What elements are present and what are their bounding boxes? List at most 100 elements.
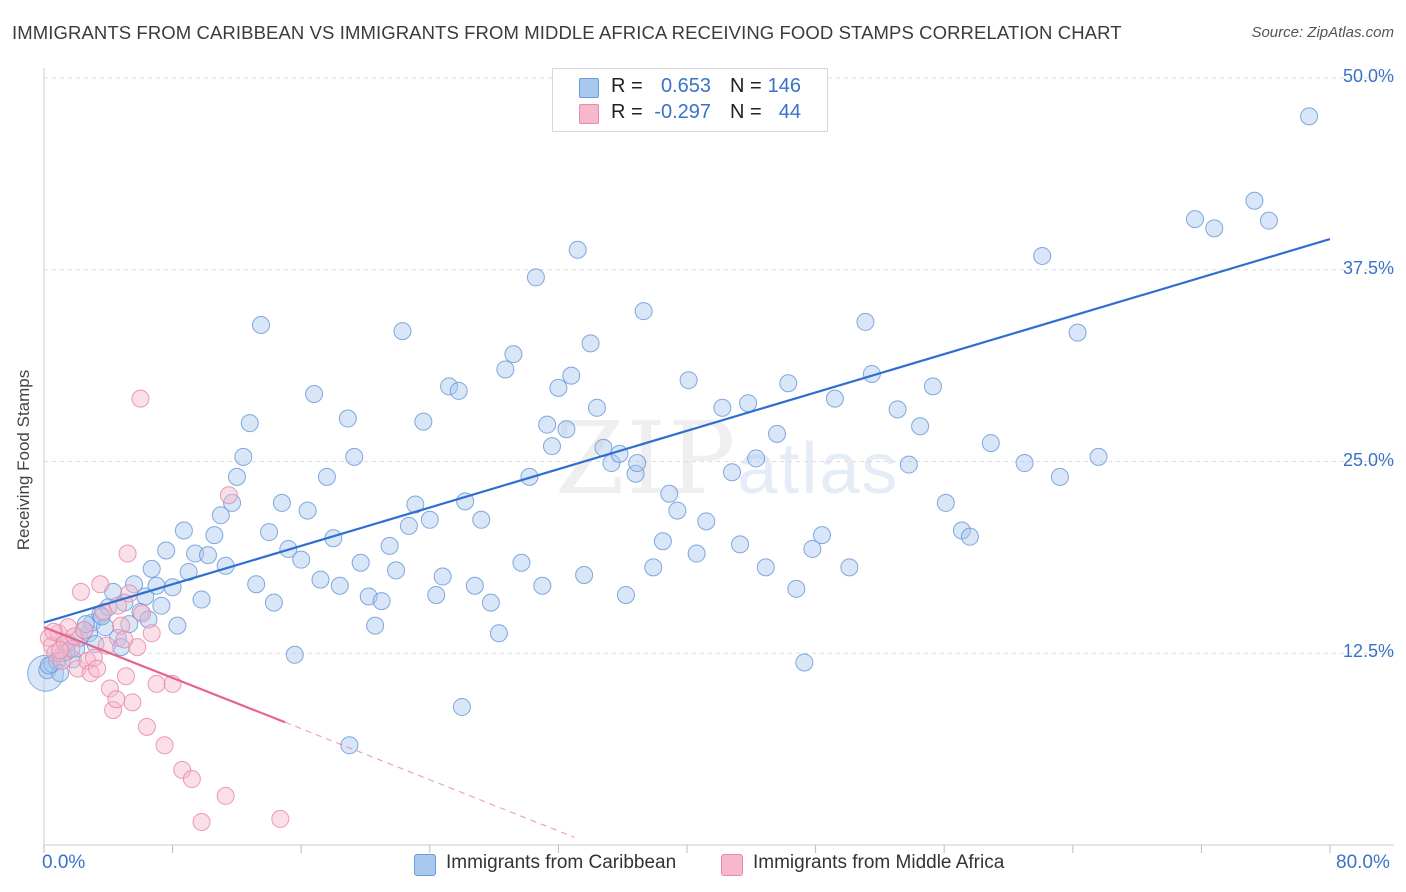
- middle-africa-point: [147, 674, 166, 693]
- caribbean-point: [526, 268, 545, 287]
- watermark: ZIPatlas: [555, 400, 899, 517]
- caribbean-point: [756, 558, 775, 577]
- chart-title: IMMIGRANTS FROM CARIBBEAN VS IMMIGRANTS …: [12, 22, 1122, 43]
- middle-africa-point: [182, 770, 201, 789]
- caribbean-point: [272, 493, 291, 512]
- caribbean-point: [234, 447, 253, 466]
- caribbean-point: [1185, 210, 1204, 229]
- caribbean-point: [795, 653, 814, 672]
- caribbean-point: [380, 536, 399, 555]
- y-tick-label: 50.0%: [1342, 66, 1394, 86]
- caribbean-point: [292, 550, 311, 569]
- caribbean-point: [653, 532, 672, 551]
- caribbean-point: [198, 546, 217, 565]
- middle-africa-point: [91, 575, 110, 594]
- middle-africa-point: [133, 604, 152, 623]
- caribbean-point: [472, 510, 491, 529]
- middle-africa-point: [137, 717, 156, 736]
- middle-africa-trend-extension: [284, 721, 575, 838]
- legend-n-value: 44: [778, 101, 801, 123]
- caribbean-point: [739, 394, 758, 413]
- caribbean-point: [338, 409, 357, 428]
- y-tick-label: 12.5%: [1342, 641, 1394, 662]
- middle-africa-point: [112, 616, 131, 635]
- legend-n-value: 146: [767, 75, 801, 97]
- caribbean-point: [779, 374, 798, 393]
- middle-africa-point: [123, 693, 142, 712]
- caribbean-point: [142, 559, 161, 578]
- caribbean-point: [768, 424, 787, 443]
- caribbean-point: [960, 527, 979, 546]
- caribbean-point: [433, 567, 452, 586]
- caribbean-point: [723, 463, 742, 482]
- caribbean-point: [96, 618, 115, 637]
- caribbean-point: [616, 585, 635, 604]
- caribbean-point: [298, 501, 317, 520]
- middle-africa-point: [84, 648, 103, 667]
- caribbean-point: [420, 510, 439, 529]
- legend-swatch-middle-africa: [721, 854, 743, 876]
- caribbean-point: [936, 493, 955, 512]
- caribbean-point: [888, 400, 907, 419]
- caribbean-point: [317, 467, 336, 486]
- caribbean-point: [697, 512, 716, 531]
- caribbean-point: [747, 449, 766, 468]
- legend-row-caribbean: R = 0.653 N = 146: [553, 75, 827, 101]
- x-tick-label-min: 0.0%: [42, 852, 86, 873]
- legend-swatch-caribbean: [414, 854, 436, 876]
- caribbean-point: [330, 576, 349, 595]
- caribbean-point: [1205, 219, 1224, 238]
- caribbean-point: [549, 378, 568, 397]
- watermark-atlas: atlas: [737, 429, 900, 509]
- caribbean-point: [512, 553, 531, 572]
- legend-r-value: -0.297: [654, 101, 711, 123]
- legend-swatch-blue: [579, 78, 599, 98]
- middle-africa-point: [81, 664, 100, 683]
- series-legend: Immigrants from Caribbean Immigrants fro…: [0, 852, 1406, 878]
- caribbean-point: [345, 447, 364, 466]
- middle-africa-point: [116, 667, 135, 686]
- y-tick-label: 37.5%: [1342, 257, 1394, 278]
- caribbean-trend-line: [43, 238, 1331, 624]
- middle-africa-point: [216, 786, 235, 805]
- caribbean-point: [1245, 191, 1264, 210]
- trend-lines: [43, 238, 1331, 838]
- caribbean-point: [644, 558, 663, 577]
- caribbean-point: [211, 506, 230, 525]
- caribbean-point: [504, 345, 523, 364]
- caribbean-point: [285, 645, 304, 664]
- caribbean-points: [27, 107, 1319, 755]
- caribbean-point: [687, 544, 706, 563]
- caribbean-point: [174, 521, 193, 540]
- caribbean-point: [1089, 447, 1108, 466]
- legend-row-middle-africa: R = -0.297 N = 44: [553, 101, 827, 127]
- caribbean-point: [387, 561, 406, 580]
- caribbean-point: [393, 322, 412, 341]
- legend-swatch-pink: [579, 104, 599, 124]
- caribbean-point: [449, 381, 468, 400]
- middle-africa-point: [131, 389, 150, 408]
- source-credit: Source: ZipAtlas.com: [1251, 24, 1394, 41]
- middle-africa-point: [219, 486, 238, 505]
- caribbean-point: [1015, 454, 1034, 473]
- caribbean-point: [899, 455, 918, 474]
- caribbean-point: [260, 523, 279, 542]
- middle-africa-point: [173, 760, 192, 779]
- caribbean-point: [125, 575, 144, 594]
- legend-n-label: N =: [730, 75, 762, 97]
- middle-africa-point: [75, 621, 94, 640]
- middle-africa-point: [100, 679, 119, 698]
- caribbean-point: [1259, 211, 1278, 230]
- caribbean-point: [351, 553, 370, 572]
- middle-africa-point: [271, 809, 290, 828]
- caribbean-point: [186, 544, 205, 563]
- caribbean-point: [562, 366, 581, 385]
- caribbean-point: [587, 398, 606, 417]
- caribbean-point: [538, 415, 557, 434]
- caribbean-point: [440, 377, 459, 396]
- middle-africa-points: [39, 389, 290, 831]
- middle-africa-point: [88, 659, 107, 678]
- legend-r-label: R =: [611, 75, 643, 97]
- caribbean-point: [496, 360, 515, 379]
